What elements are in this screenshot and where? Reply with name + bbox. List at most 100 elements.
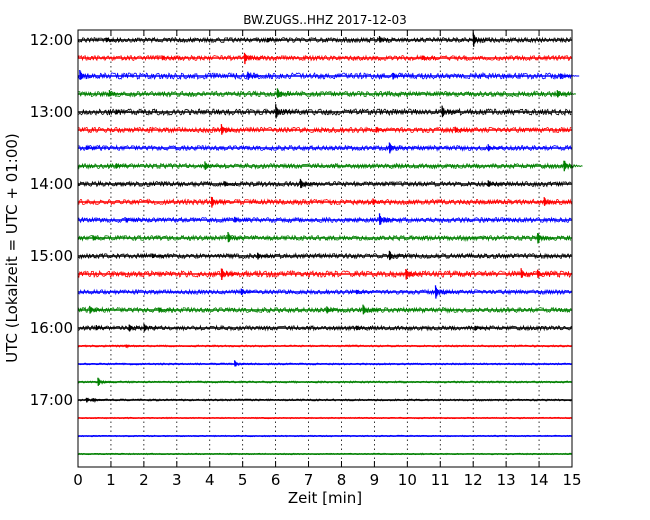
y-tick-label: 16:00 xyxy=(30,319,73,337)
trace-event xyxy=(115,109,120,115)
trace-coda xyxy=(207,163,224,169)
trace-event xyxy=(92,397,97,404)
x-tick-label: 2 xyxy=(139,471,149,489)
trace-event xyxy=(543,197,548,206)
trace-1400 xyxy=(77,178,572,189)
trace-event xyxy=(128,324,133,332)
trace-coda xyxy=(391,253,409,259)
y-axis-ticks: 12:00 13:00 14:00 15:00 16:00 17:00 xyxy=(30,31,572,409)
trace-coda xyxy=(243,290,260,295)
trace-waveform xyxy=(77,288,572,296)
trace-event xyxy=(536,269,542,278)
y-tick-label: 14:00 xyxy=(30,175,73,193)
trace-coda xyxy=(359,326,376,330)
trace-event xyxy=(362,304,367,315)
trace-coda xyxy=(278,108,295,116)
trace-coda xyxy=(128,218,145,222)
trace-event xyxy=(240,288,245,295)
trace-1415 xyxy=(77,196,572,208)
trace-event xyxy=(454,126,459,133)
trace-coda xyxy=(237,218,254,222)
chart-title: BW.ZUGS..HHZ 2017-12-03 xyxy=(243,13,406,27)
x-axis-label: Zeit [min] xyxy=(288,489,362,507)
trace-1315 xyxy=(77,124,572,135)
trace-event xyxy=(563,160,568,172)
trace-event xyxy=(125,344,130,349)
trace-coda xyxy=(260,254,277,259)
x-tick-label: 14 xyxy=(530,471,549,489)
trace-event xyxy=(224,181,229,187)
trace-coda xyxy=(378,128,395,132)
trace-coda xyxy=(223,126,241,134)
trace-1600 xyxy=(77,323,572,332)
trace-waveform xyxy=(77,416,572,420)
trace-coda xyxy=(223,270,241,278)
x-tick-label: 0 xyxy=(73,471,83,489)
trace-event xyxy=(85,397,90,403)
trace-event xyxy=(487,144,492,152)
trace-1745 xyxy=(77,452,572,456)
x-axis-ticks: 0 1 2 3 4 5 6 7 8 9 10 11 12 13 14 15 xyxy=(73,30,582,489)
trace-coda xyxy=(329,307,346,313)
trace-coda xyxy=(365,306,382,314)
trace-event xyxy=(355,289,360,295)
trace-coda xyxy=(490,146,507,150)
trace-coda xyxy=(247,54,264,61)
x-tick-label: 11 xyxy=(431,471,450,489)
trace-coda xyxy=(161,308,178,312)
y-tick-label: 12:00 xyxy=(30,31,73,49)
trace-event xyxy=(247,71,252,80)
trace-waveform xyxy=(77,216,572,224)
trace-1645 xyxy=(77,377,572,386)
trace-coda xyxy=(375,200,392,205)
trace-event xyxy=(434,285,439,299)
x-tick-label: 4 xyxy=(205,471,215,489)
trace-1715 xyxy=(77,416,572,420)
trace-coda xyxy=(270,38,287,42)
trace-waveform xyxy=(77,54,572,62)
trace-1215 xyxy=(77,52,572,65)
trace-1200 xyxy=(77,32,572,47)
trace-event xyxy=(556,90,561,98)
trace-coda xyxy=(95,236,112,240)
trace-1230 xyxy=(77,69,580,81)
trace-coda xyxy=(559,92,577,97)
x-tick-label: 5 xyxy=(238,471,248,489)
trace-1700 xyxy=(77,397,572,404)
trace-event xyxy=(79,69,84,80)
trace-event xyxy=(256,252,262,260)
trace-coda xyxy=(89,146,106,150)
trace-coda xyxy=(395,74,412,79)
trace-coda xyxy=(214,199,231,206)
trace-event xyxy=(388,250,393,261)
trace-coda xyxy=(92,307,109,313)
trace-coda xyxy=(457,128,474,132)
trace-event xyxy=(474,325,479,331)
trace-coda xyxy=(523,271,540,277)
trace-coda xyxy=(566,162,583,170)
trace-1330 xyxy=(77,142,572,154)
trace-event xyxy=(227,231,232,243)
trace-1615 xyxy=(77,344,572,349)
trace-coda xyxy=(146,325,163,331)
trace-1630 xyxy=(77,360,572,367)
grid xyxy=(110,30,540,467)
trace-coda xyxy=(546,199,563,205)
trace-coda xyxy=(98,326,115,330)
trace-event xyxy=(405,268,410,280)
trace-waveform xyxy=(77,380,572,384)
trace-coda xyxy=(540,271,557,277)
trace-event xyxy=(421,55,426,61)
trace-coda xyxy=(250,73,267,79)
plot-frame xyxy=(77,29,573,468)
trace-event xyxy=(97,377,102,386)
trace-1430 xyxy=(77,213,572,226)
trace-coda xyxy=(444,108,461,116)
trace-1245 xyxy=(77,88,577,98)
trace-1500 xyxy=(77,250,572,261)
trace-coda xyxy=(111,91,129,96)
trace-event xyxy=(233,216,239,223)
trace-waveform xyxy=(77,362,572,366)
trace-waveform xyxy=(77,107,572,117)
